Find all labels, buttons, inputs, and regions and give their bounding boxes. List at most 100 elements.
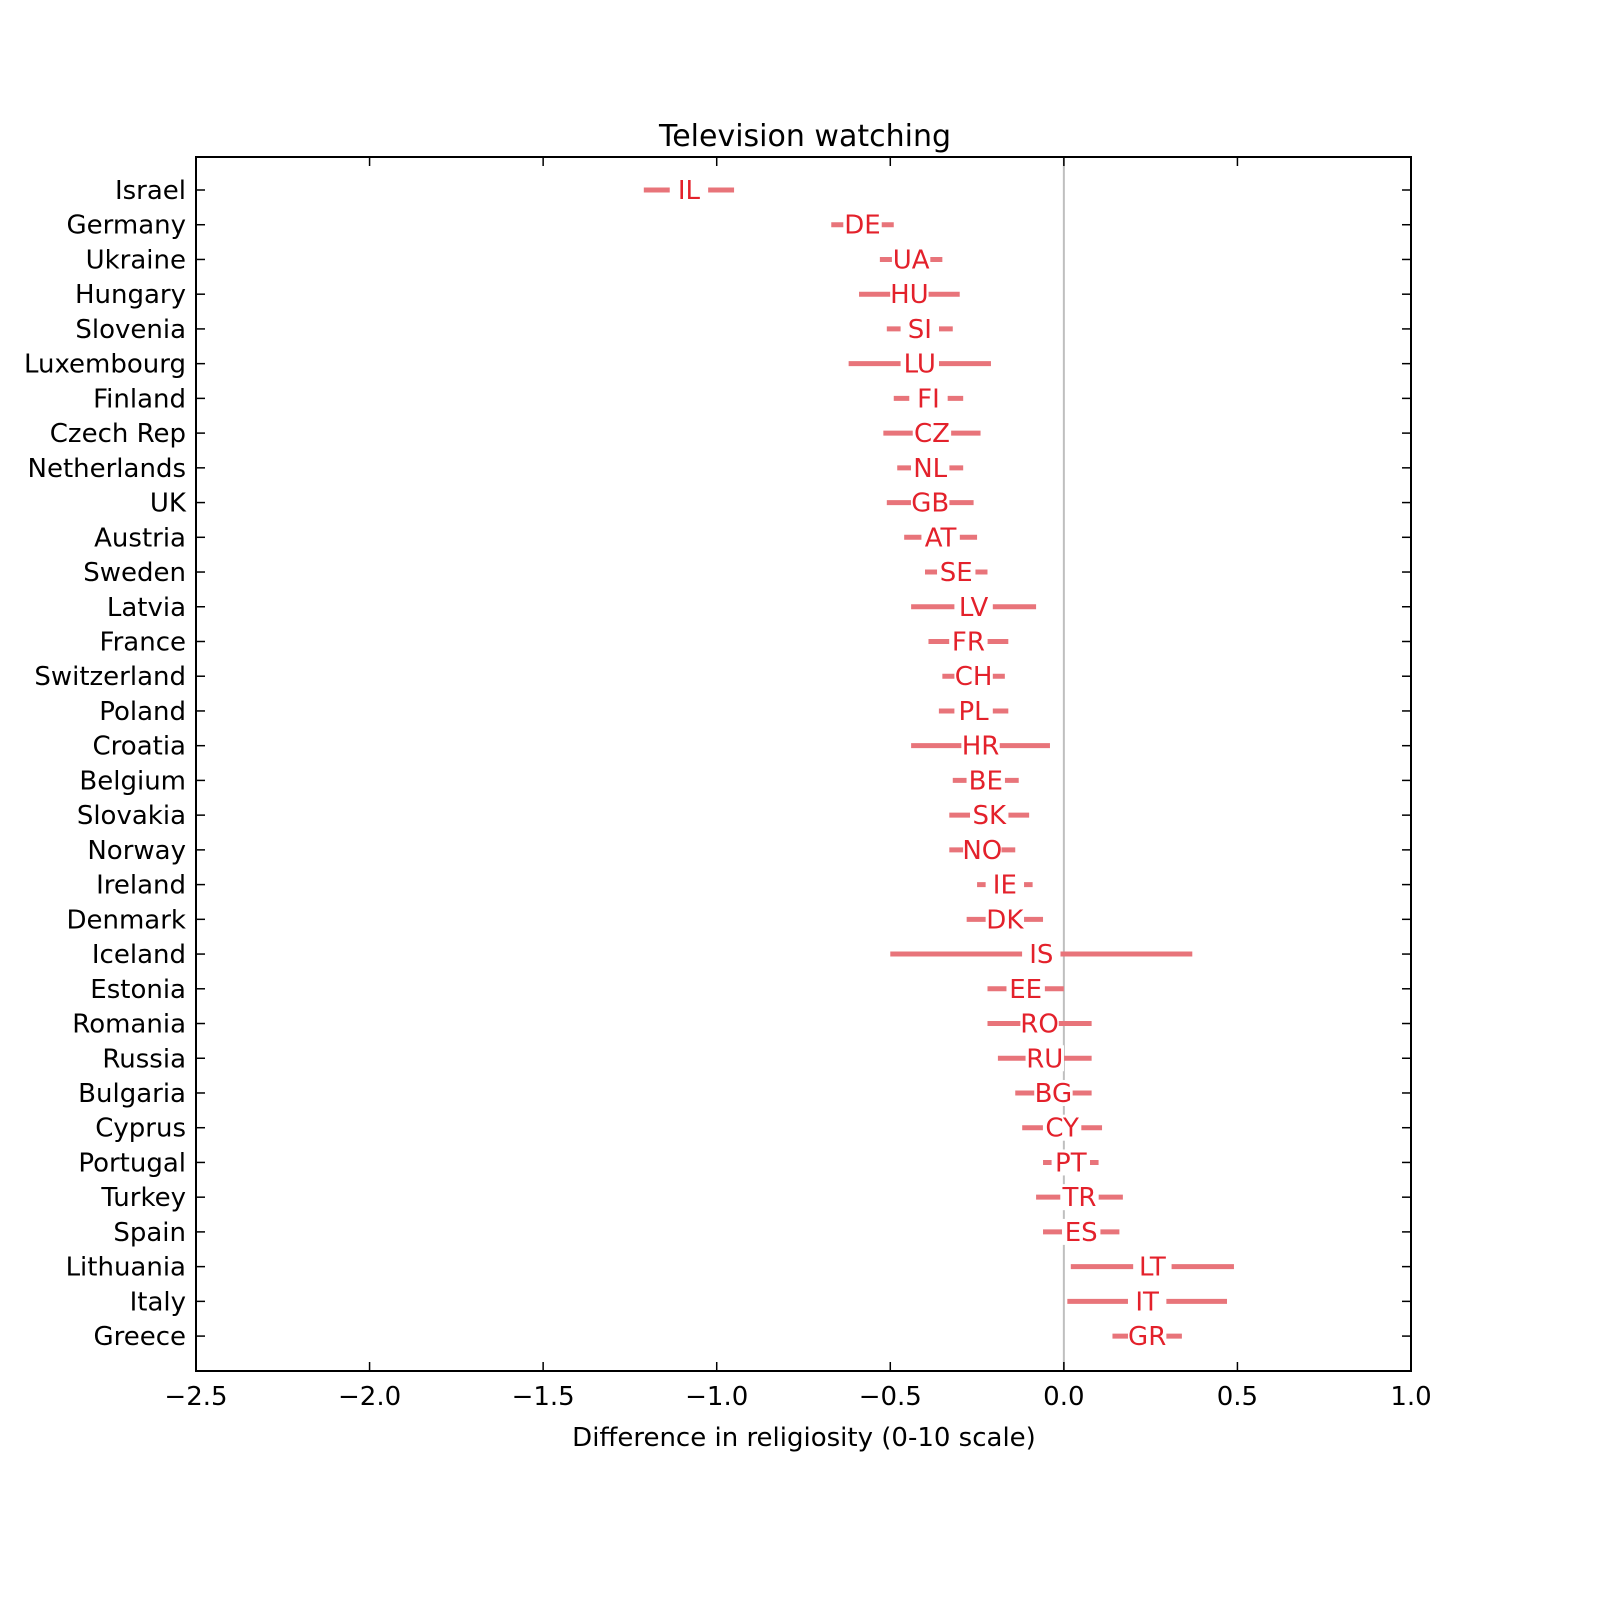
interval-layer: IL DE UA HU SI LU FI CZ NL GB AT SE LV FR CH PL HR BE SK NO… (643, 176, 1234, 1352)
y-tick-label-iceland: Iceland (92, 940, 186, 970)
code-label-ro: RO (1020, 1010, 1059, 1040)
code-label-ch: CH (955, 662, 993, 692)
x-tick-label: −1.0 (685, 1382, 748, 1412)
code-label-backdrop-ee (1006, 975, 1045, 1002)
code-label-si: SI (908, 315, 932, 345)
code-label-backdrop-lv (954, 593, 993, 620)
code-label-fr: FR (952, 627, 985, 657)
code-label-backdrop-is (1022, 941, 1061, 968)
code-label-backdrop-be (966, 767, 1005, 794)
code-label-backdrop-lu (900, 350, 939, 377)
code-label-hr: HR (962, 732, 1000, 762)
y-tick-label-germany: Germany (66, 211, 186, 241)
y-tick-label-norway: Norway (87, 836, 186, 866)
code-label-be: BE (969, 766, 1003, 796)
y-tick-label-romania: Romania (72, 1010, 186, 1040)
y-tick-label-czech-rep: Czech Rep (50, 419, 186, 449)
code-label-cy: CY (1045, 1114, 1079, 1144)
code-label-no: NO (962, 836, 1002, 866)
y-tick-label-ireland: Ireland (96, 871, 186, 901)
x-tick-label: −2.0 (338, 1382, 401, 1412)
code-label-backdrop-no (963, 836, 1002, 863)
code-label-backdrop-ch (954, 663, 993, 690)
y-tick-label-croatia: Croatia (93, 732, 186, 762)
y-tick-label-israel: Israel (115, 176, 186, 206)
y-tick-label-greece: Greece (93, 1322, 186, 1352)
code-label-backdrop-gr (1127, 1323, 1167, 1350)
code-label-backdrop-ie (985, 871, 1025, 898)
y-tick-label-russia: Russia (102, 1044, 186, 1074)
code-label-backdrop-sk (970, 802, 1009, 829)
code-label-nl: NL (913, 454, 947, 484)
code-label-backdrop-at (921, 524, 960, 551)
code-label-ie: IE (993, 871, 1017, 901)
code-label-backdrop-fr (949, 628, 988, 655)
code-label-backdrop-pl (954, 697, 993, 724)
code-label-backdrop-si (900, 315, 939, 342)
x-tick-label: −2.5 (164, 1382, 227, 1412)
code-label-se: SE (940, 558, 973, 588)
code-label-pl: PL (959, 697, 990, 727)
y-tick-label-italy: Italy (130, 1287, 186, 1317)
code-label-backdrop-se (937, 559, 976, 586)
code-label-backdrop-pt (1051, 1149, 1090, 1176)
code-label-fi: FI (917, 384, 940, 414)
x-tick-label: −1.5 (512, 1382, 575, 1412)
y-tick-label-poland: Poland (99, 697, 186, 727)
code-label-de: DE (844, 211, 880, 241)
y-tick-label-belgium: Belgium (79, 766, 186, 796)
code-label-backdrop-es (1062, 1218, 1101, 1245)
code-label-ee: EE (1009, 975, 1042, 1005)
code-label-lv: LV (959, 593, 989, 623)
code-label-backdrop-il (669, 177, 709, 203)
code-label-tr: TR (1062, 1183, 1097, 1213)
y-tick-label-portugal: Portugal (78, 1148, 186, 1178)
y-tick-label-austria: Austria (94, 523, 186, 553)
x-tick-label: 0.5 (1217, 1382, 1258, 1412)
code-label-lt: LT (1139, 1253, 1166, 1283)
code-label-backdrop-ro (1020, 1010, 1059, 1037)
y-tick-label-luxembourg: Luxembourg (24, 350, 186, 380)
x-tick-label: 1.0 (1390, 1382, 1431, 1412)
code-label-ua: UA (893, 245, 930, 275)
y-tick-label-estonia: Estonia (90, 975, 186, 1005)
x-axis-title: Difference in religiosity (0-10 scale) (572, 1423, 1036, 1453)
chart-title: Television watching (658, 119, 951, 154)
code-label-es: ES (1065, 1218, 1098, 1248)
code-label-backdrop-tr (1060, 1184, 1099, 1211)
code-label-backdrop-fi (909, 385, 948, 412)
code-label-backdrop-gb (911, 489, 950, 516)
x-tick-label: 0.0 (1043, 1382, 1084, 1412)
code-label-ru: RU (1026, 1044, 1063, 1074)
code-label-backdrop-bg (1034, 1079, 1073, 1106)
code-label-backdrop-dk (985, 906, 1025, 933)
y-tick-label-switzerland: Switzerland (34, 662, 186, 692)
y-tick-label-france: France (100, 627, 186, 657)
y-tick-label-bulgaria: Bulgaria (78, 1079, 186, 1109)
code-label-backdrop-lt (1133, 1253, 1172, 1280)
y-tick-label-lithuania: Lithuania (66, 1253, 186, 1283)
y-tick-label-latvia: Latvia (107, 593, 186, 623)
y-tick-label-sweden: Sweden (83, 558, 186, 588)
code-label-sk: SK (972, 801, 1007, 831)
x-tick-label: −0.5 (859, 1382, 922, 1412)
code-label-cz: CZ (914, 419, 950, 449)
y-tick-label-slovakia: Slovakia (77, 801, 186, 831)
y-tick-label-hungary: Hungary (75, 280, 186, 310)
y-tick-label-uk: UK (150, 489, 187, 519)
code-label-backdrop-cy (1042, 1114, 1082, 1141)
y-tick-label-netherlands: Netherlands (28, 454, 187, 484)
code-label-backdrop-hr (961, 732, 1000, 759)
code-label-it: IT (1135, 1287, 1159, 1317)
y-tick-label-slovenia: Slovenia (75, 315, 186, 345)
code-label-dk: DK (986, 905, 1024, 935)
code-label-is: IS (1029, 940, 1053, 970)
code-label-backdrop-de (843, 211, 882, 238)
code-label-hu: HU (890, 280, 929, 310)
code-label-backdrop-hu (890, 281, 929, 308)
code-label-gr: GR (1128, 1322, 1166, 1352)
y-tick-label-spain: Spain (113, 1218, 186, 1248)
code-label-il: IL (678, 176, 701, 206)
code-label-backdrop-nl (911, 454, 950, 481)
